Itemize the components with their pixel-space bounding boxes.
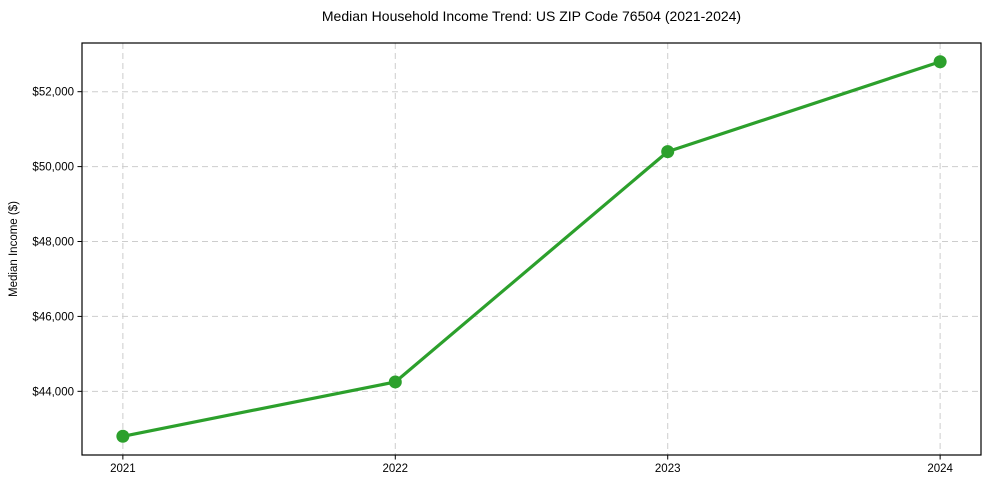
y-tick-label: $48,000	[32, 237, 74, 249]
y-tick-label: $50,000	[32, 162, 74, 174]
plot-border	[81, 42, 982, 456]
x-tick-label: 2024	[927, 463, 953, 475]
data-point-marker	[116, 429, 130, 443]
x-tick-label: 2021	[110, 463, 136, 475]
y-tick-label: $52,000	[32, 87, 74, 99]
x-tick-label: 2022	[382, 463, 408, 475]
data-point-marker	[388, 375, 402, 389]
x-tick-label: 2023	[655, 463, 681, 475]
y-tick-label: $46,000	[32, 311, 74, 323]
data-point-marker	[933, 55, 947, 69]
trend-line	[121, 60, 942, 438]
data-point-marker	[661, 145, 675, 159]
chart-title: Median Household Income Trend: US ZIP Co…	[321, 8, 742, 24]
y-tick-label: $44,000	[32, 386, 74, 398]
